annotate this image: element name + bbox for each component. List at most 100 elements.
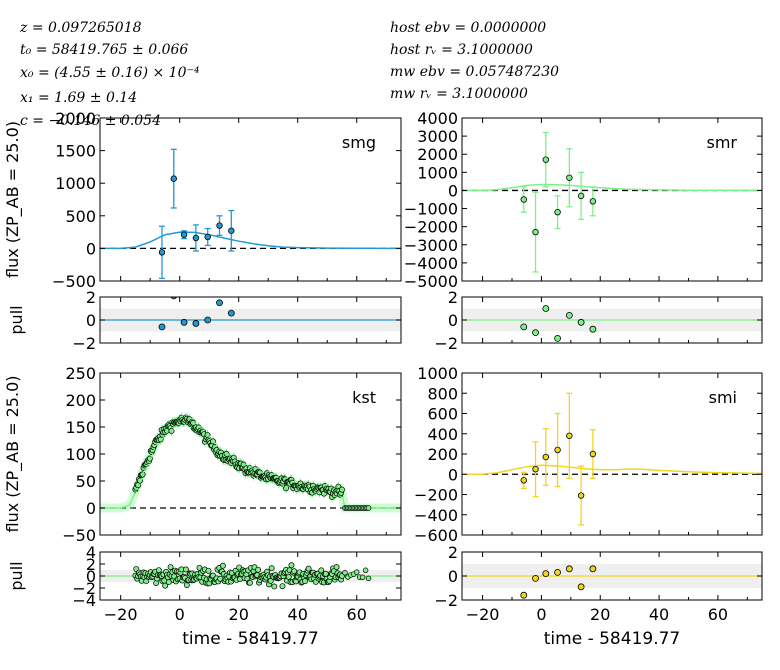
x-tick-label: 20	[590, 605, 610, 624]
y-tick-label: 0	[448, 567, 458, 586]
y-tick-label: −2	[72, 579, 96, 598]
param-c: c = −0.146 ± 0.054	[20, 113, 161, 129]
band-label: smr	[707, 133, 738, 152]
pull-point	[279, 583, 286, 590]
y-tick-label: −3000	[404, 236, 458, 255]
data-point	[566, 432, 573, 439]
y-tick-label: 4000	[417, 109, 458, 128]
pull-point	[167, 564, 174, 570]
panel-smg-pull-plot	[100, 297, 401, 332]
panel-kst-flux-axes: −50 0 50 100 150 200 250	[62, 364, 401, 545]
x-tick-label: 40	[288, 605, 308, 624]
pull-axis-label: pull	[7, 305, 26, 334]
y-tick-label: 600	[427, 405, 458, 424]
pull-point	[158, 323, 166, 331]
y-tick-label: 150	[65, 418, 96, 437]
panel-kst-flux-plot	[100, 412, 401, 513]
pull-point	[565, 565, 573, 573]
data-point	[532, 228, 539, 236]
model-curve	[462, 183, 762, 192]
data-point	[210, 438, 216, 445]
panel-smg-flux-frame	[99, 117, 402, 282]
pull-point	[205, 567, 212, 574]
pull-point	[318, 567, 325, 574]
panel-smi-pull-plot	[462, 564, 762, 599]
model-curve	[100, 231, 401, 250]
panel-smg-flux-plot	[100, 148, 401, 280]
data-point	[192, 234, 200, 242]
param-t0: t₀ = 58419.765 ± 0.066	[20, 42, 189, 58]
pull-point	[285, 573, 292, 580]
pull-point	[302, 578, 308, 585]
y-tick-label: 100	[65, 445, 96, 464]
y-tick-label: 0	[86, 311, 96, 330]
pull-point	[520, 323, 528, 331]
y-tick-label: 0	[86, 239, 96, 258]
pull-point	[267, 577, 274, 584]
y-tick-label: 4	[86, 543, 96, 562]
y-tick-label: −5000	[404, 272, 458, 291]
data-point	[339, 486, 345, 493]
pull-point	[322, 570, 329, 577]
pull-point	[268, 565, 275, 572]
data-point	[170, 175, 177, 182]
y-tick-label: −600	[414, 526, 458, 545]
data-point	[168, 427, 175, 434]
x-tick-label: −20	[466, 605, 500, 624]
x-tick-label: 20	[229, 605, 249, 624]
y-tick-label: −2000	[404, 218, 458, 237]
pull-point	[359, 574, 366, 581]
panel-smr-flux-frame	[461, 117, 763, 282]
y-tick-label: −2	[434, 591, 458, 610]
panel-smr-flux-plot	[462, 131, 762, 273]
param-host-ebv: host ebv = 0.0000000	[390, 20, 547, 36]
data-point	[542, 156, 550, 163]
x-tick-label: 0	[536, 605, 546, 624]
x-tick-label: 60	[347, 605, 367, 624]
data-point	[146, 455, 153, 462]
y-tick-label: 500	[65, 207, 96, 226]
y-tick-label: 2	[448, 543, 458, 562]
panel-smr-pull-axes: −2 0 2	[434, 288, 762, 353]
y-tick-label: 1000	[417, 163, 458, 182]
pull-point	[182, 566, 189, 573]
pull-point	[362, 567, 369, 574]
panel-smr-flux-axes: −5000−4000−3000−2000−1000010002000300040…	[404, 109, 762, 291]
data-point	[520, 477, 527, 484]
param-x0: x₀ = (4.55 ± 0.16) × 10⁻⁴	[20, 65, 200, 81]
pull-point	[353, 569, 360, 575]
panel-smi-flux-plot	[462, 392, 762, 526]
pull-point	[542, 570, 550, 577]
y-tick-label: 50	[76, 472, 96, 491]
data-point	[365, 505, 372, 511]
y-tick-label: 200	[65, 391, 96, 410]
y-tick-label: 2	[448, 288, 458, 307]
pull-point	[288, 562, 295, 569]
band-label: smi	[709, 388, 737, 407]
param-mw-rv: mw rᵥ = 3.1000000	[390, 86, 528, 102]
y-tick-label: 400	[427, 425, 458, 444]
flux-axis-label: flux (ZP_AB = 25.0)	[3, 376, 23, 533]
y-tick-label: −1000	[404, 200, 458, 219]
y-tick-label: 0	[448, 311, 458, 330]
pull-point	[170, 297, 177, 300]
data-point	[532, 465, 539, 473]
pull-axis-label: pull	[7, 561, 26, 590]
panel-smg-pull-axes: −2 0 2	[72, 288, 401, 353]
data-point	[566, 174, 573, 181]
pull-point	[271, 583, 278, 590]
pull-point	[204, 316, 212, 324]
pull-point	[565, 311, 573, 319]
pull-point	[532, 575, 539, 582]
data-point	[554, 208, 561, 216]
pull-point	[577, 318, 585, 326]
pull-point	[589, 565, 597, 573]
flux-axis-label: flux (ZP_AB = 25.0)	[3, 121, 23, 278]
model-curve	[462, 464, 762, 476]
pull-point	[305, 565, 312, 572]
param-x1: x₁ = 1.69 ± 0.14	[20, 90, 138, 106]
x-tick-label: 40	[649, 605, 669, 624]
